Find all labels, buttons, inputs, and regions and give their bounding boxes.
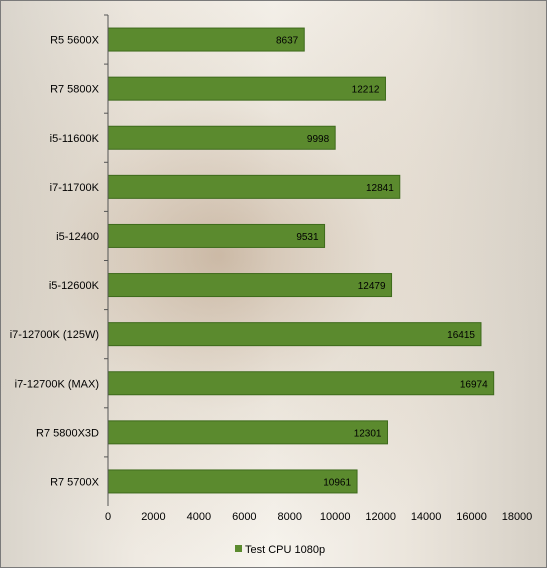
bar — [107, 322, 482, 347]
bar — [107, 76, 386, 101]
category-labels: R5 5600X R7 5800X i5-11600K i7-11700K i5-124… — [10, 14, 108, 488]
x-axis-ticks: 0 2000 4000 6000 8000 10000 12000 14000 16000 180… — [105, 511, 532, 523]
x-tick-label: 2000 — [141, 511, 165, 523]
bar — [107, 273, 393, 298]
data-label: 12841 — [366, 183, 394, 194]
x-tick-label: 6000 — [232, 511, 256, 523]
x-tick-label: 12000 — [365, 511, 396, 523]
data-label: 12479 — [358, 281, 386, 292]
legend-swatch — [235, 545, 242, 552]
category-label: i7-12700K (125W) — [10, 329, 99, 341]
legend-label: Test CPU 1080p — [245, 544, 325, 556]
x-tick-label: 0 — [105, 511, 111, 523]
data-label: 16974 — [460, 379, 488, 390]
category-label: i5-11600K — [50, 133, 100, 145]
data-label: 9531 — [296, 232, 319, 243]
x-tick-label: 8000 — [278, 511, 302, 523]
x-tick-label: 10000 — [320, 511, 351, 523]
bar — [107, 174, 401, 199]
category-label: R7 5800X3D — [36, 427, 99, 439]
category-label: i5-12400 — [56, 231, 99, 243]
legend: Test CPU 1080p — [235, 544, 325, 556]
x-tick-label: 16000 — [456, 511, 487, 523]
category-label: i7-11700K — [50, 182, 100, 194]
bar — [107, 469, 358, 494]
data-label: 9998 — [307, 134, 330, 145]
x-tick-label: 14000 — [411, 511, 442, 523]
bar — [107, 420, 389, 445]
category-label: i7-12700K (MAX) — [15, 378, 99, 390]
x-tick-label: 4000 — [187, 511, 211, 523]
bar — [107, 27, 305, 52]
data-label: 12301 — [354, 428, 382, 439]
data-label: 12212 — [352, 85, 380, 96]
bar — [107, 125, 336, 150]
data-label: 16415 — [447, 330, 475, 341]
category-label: i5-12600K — [49, 280, 100, 292]
category-label: R7 5800X — [50, 84, 100, 96]
x-tick-label: 18000 — [502, 511, 533, 523]
data-label: 8637 — [276, 36, 299, 47]
category-label: R5 5600X — [50, 35, 100, 47]
bar — [107, 223, 326, 248]
data-label: 10961 — [323, 477, 351, 488]
bar — [107, 371, 495, 396]
bars-layer: 8637 12212 9998 12841 9531 12479 16415 16974 123… — [107, 27, 495, 494]
category-label: R7 5700X — [50, 476, 100, 488]
